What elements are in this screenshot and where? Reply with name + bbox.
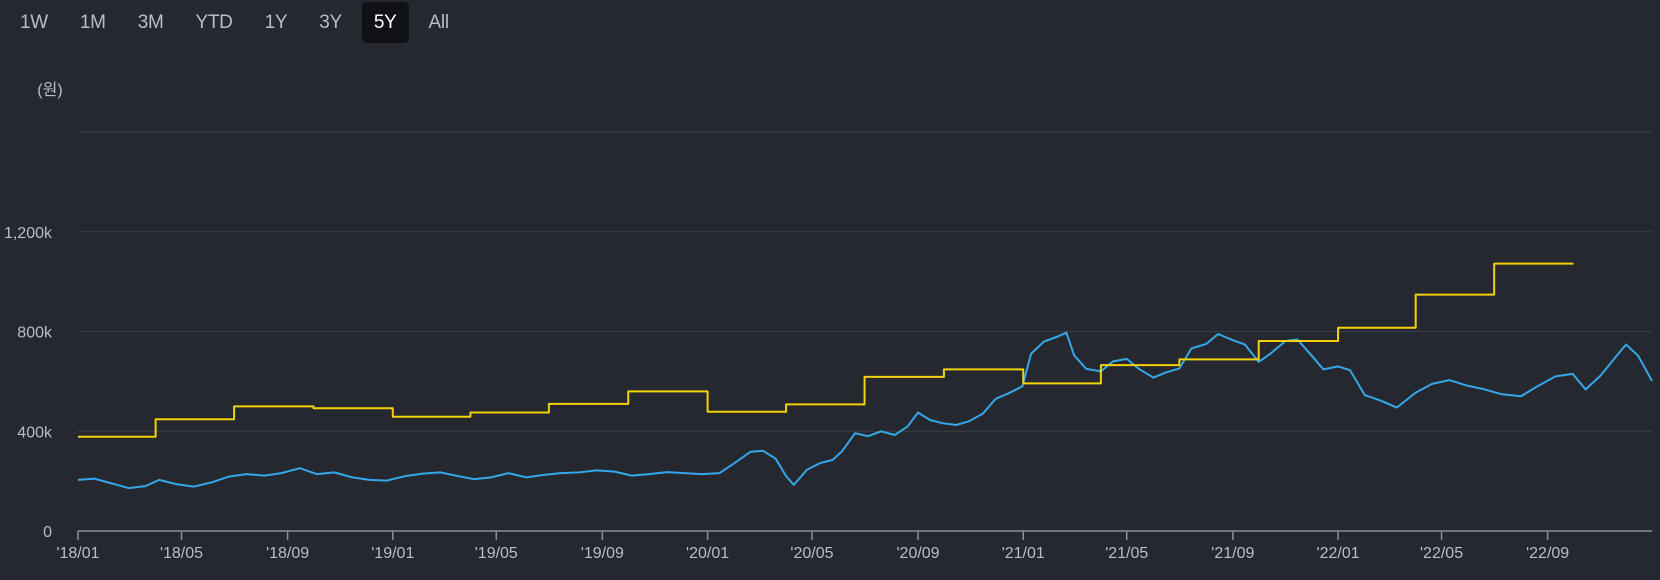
- x-tick-label: '19/05: [475, 545, 518, 562]
- price-series-line: [77, 331, 1653, 490]
- y-tick-label: 800k: [17, 325, 53, 342]
- y-tick-label: 400k: [17, 424, 53, 441]
- x-tick-label: '20/05: [790, 545, 833, 562]
- x-tick-label: '18/05: [160, 545, 203, 562]
- x-tick-label: '21/01: [1002, 545, 1045, 562]
- range-tab-1y[interactable]: 1Y: [264, 12, 288, 33]
- y-tick-label: 0: [43, 524, 52, 541]
- grid-lines: [78, 131, 1652, 432]
- step-series-line: [78, 262, 1574, 438]
- x-axis: '18/01 '18/05 '18/09 '19/01 '19/05 '19/09 '20/…: [56, 530, 1652, 562]
- x-tick-label: '22/05: [1420, 545, 1463, 562]
- x-tick-label: '18/01: [56, 545, 99, 562]
- x-tick-label: '21/05: [1105, 545, 1148, 562]
- range-tab-1m[interactable]: 1M: [79, 12, 106, 33]
- x-tick-label: '22/09: [1526, 545, 1569, 562]
- x-tick-label: '21/09: [1211, 545, 1254, 562]
- x-tick-label: '19/01: [371, 545, 414, 562]
- unit-label: (원): [37, 81, 62, 99]
- y-axis-labels: 0 400k 800k 1,200k: [4, 225, 53, 541]
- range-tab-all[interactable]: All: [428, 12, 450, 33]
- range-tab-ytd[interactable]: YTD: [195, 12, 233, 33]
- x-tick-label: '19/09: [581, 545, 624, 562]
- range-tab-1w[interactable]: 1W: [20, 12, 48, 33]
- x-tick-label: '20/09: [896, 545, 939, 562]
- series-layer: [77, 262, 1653, 490]
- range-tab-5y[interactable]: 5Y: [361, 2, 409, 43]
- x-tick-label: '18/09: [266, 545, 309, 562]
- y-tick-label: 1,200k: [4, 225, 53, 242]
- range-tab-3y[interactable]: 3Y: [319, 12, 342, 33]
- x-tick-label: '20/01: [686, 545, 729, 562]
- range-tab-3m[interactable]: 3M: [137, 12, 164, 33]
- x-tick-label: '22/01: [1317, 545, 1360, 562]
- range-tabs: 1W 1M 3M YTD 1Y 3Y 5Y All: [8, 2, 469, 43]
